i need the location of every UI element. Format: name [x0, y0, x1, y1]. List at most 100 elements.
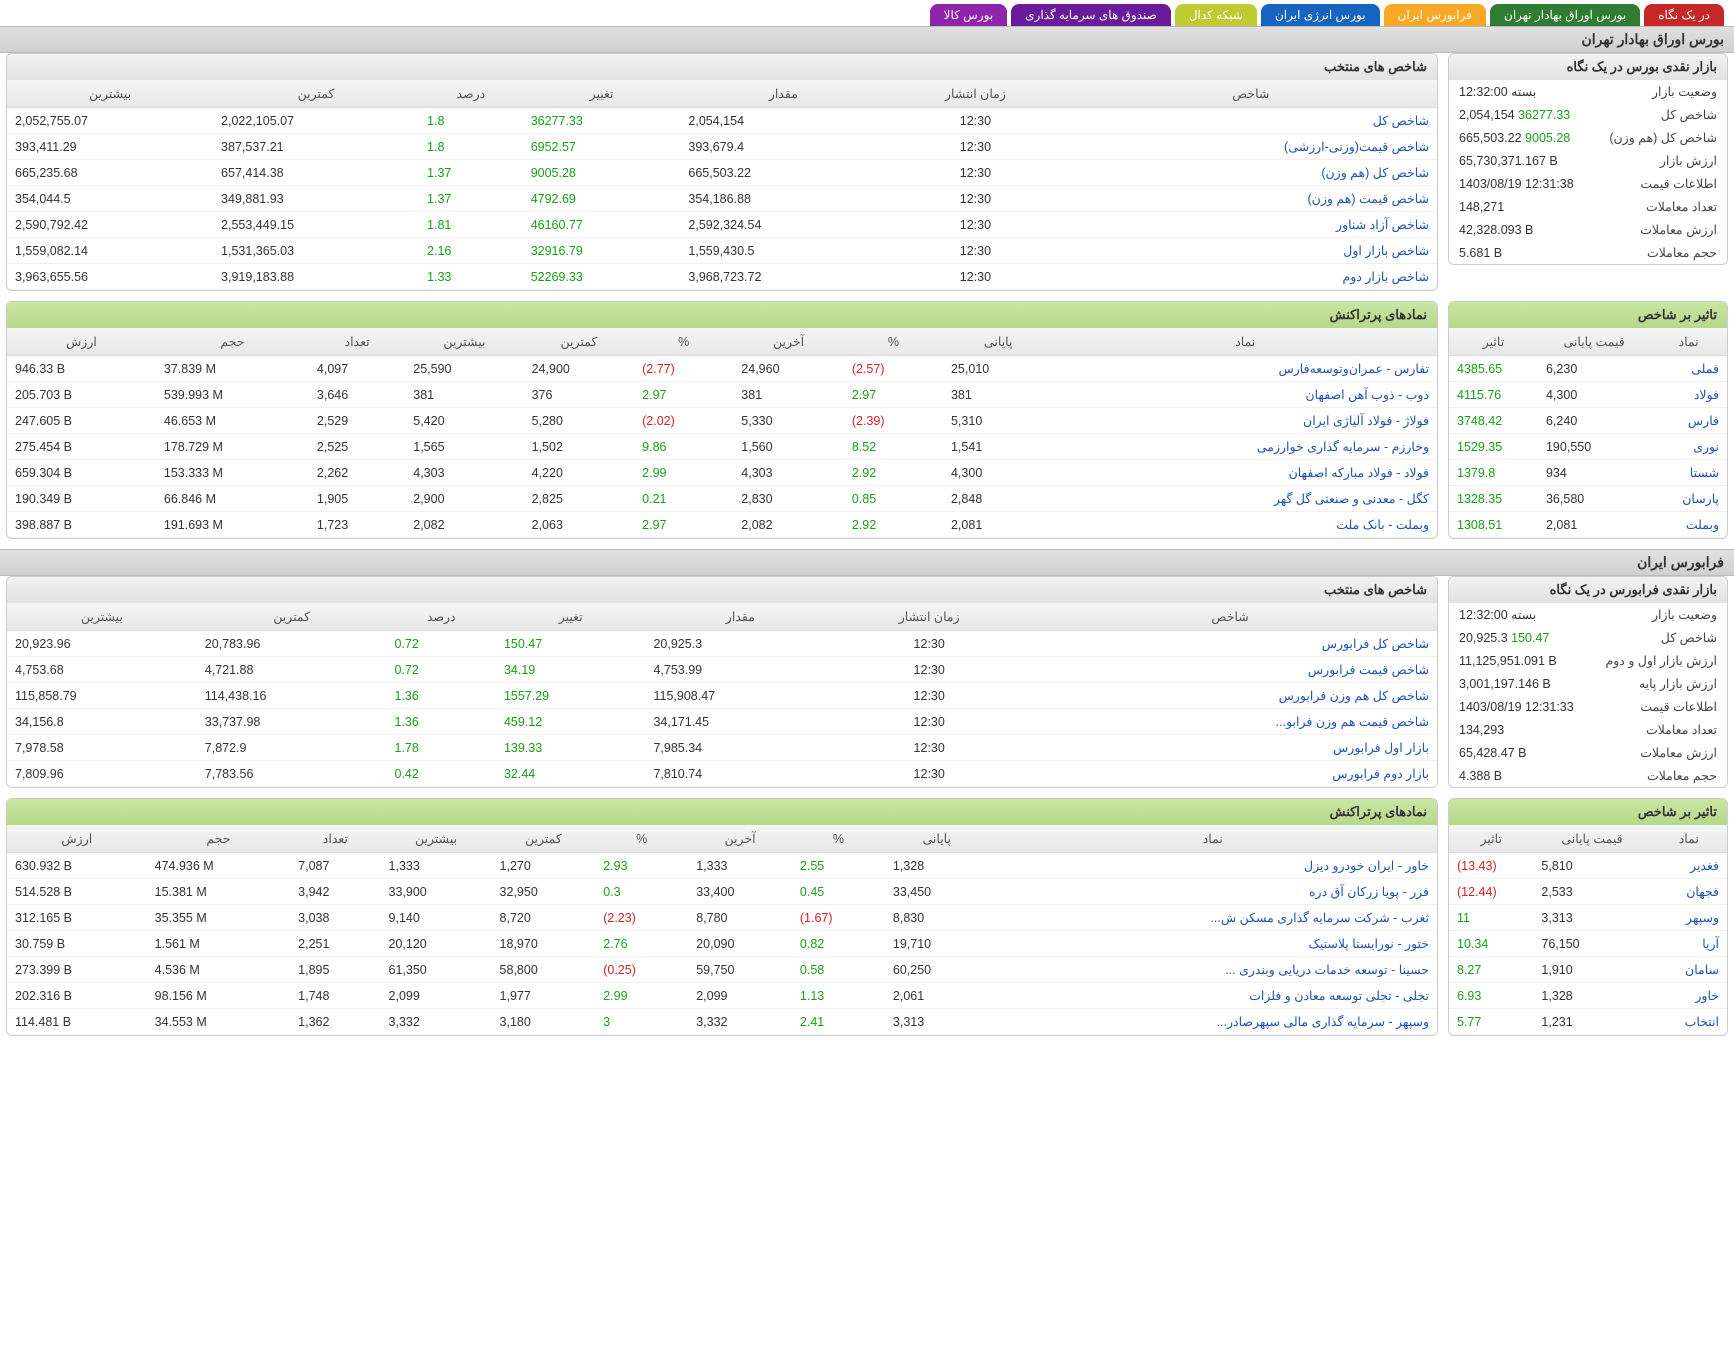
kv-val: 65,730,371.167 B	[1449, 149, 1592, 172]
col-hdr[interactable]: بیشترین	[381, 825, 492, 853]
table-row[interactable]: شستا9341379.8	[1449, 460, 1727, 486]
table-row[interactable]: تجلی - تجلی توسعه معادن و فلزات2,0611.13…	[7, 983, 1437, 1009]
table-row[interactable]: شاخص قیمت(وزنی-ارزشی)12:30393,679.46952.…	[7, 134, 1437, 160]
col-hdr[interactable]: %	[634, 328, 733, 356]
table-row[interactable]: وسپهر - سرمایه گذاری مالی سپهرصادر...3,3…	[7, 1009, 1437, 1035]
col-hdr[interactable]: کمترین	[492, 825, 596, 853]
tab-شبکه کدال[interactable]: شبکه کدال	[1175, 4, 1257, 26]
col-hdr[interactable]: %	[844, 328, 943, 356]
kv-key: ارزش معاملات	[1592, 218, 1727, 241]
col-hdr[interactable]: آخرین	[733, 328, 844, 356]
table-row[interactable]: فجهان2,533(12.44)	[1449, 879, 1727, 905]
table-row[interactable]: شاخص قیمت (هم وزن)12:30354,186.884792.69…	[7, 186, 1437, 212]
table-row[interactable]: وبملت - بانک ملت2,0812.922,0822.972,0632…	[7, 512, 1437, 538]
ifb-header: فرابورس ایران	[0, 549, 1734, 576]
col-hdr[interactable]: کمترین	[197, 603, 387, 631]
table-row[interactable]: نوری190,5501529.35	[1449, 434, 1727, 460]
table-row[interactable]: شاخص کل فرابورس12:3020,925.3150.470.7220…	[7, 631, 1437, 657]
table-row[interactable]: انتخاب1,2315.77	[1449, 1009, 1727, 1035]
col-hdr[interactable]: ارزش	[7, 328, 156, 356]
col-hdr[interactable]: تغییر	[496, 603, 646, 631]
table-row[interactable]: ختور - نورایستا پلاستیک19,7100.8220,0902…	[7, 931, 1437, 957]
kv-val: 148,271	[1449, 195, 1592, 218]
col-hdr[interactable]: حجم	[147, 825, 291, 853]
tse-impact-title: تاثیر بر شاخص	[1449, 302, 1727, 328]
col-hdr[interactable]: شاخص	[1023, 603, 1437, 631]
table-row[interactable]: شاخص کل (هم وزن)12:30665,503.229005.281.…	[7, 160, 1437, 186]
table-row[interactable]: بازار دوم فرابورس12:307,810.7432.440.427…	[7, 761, 1437, 787]
col-hdr[interactable]: %	[595, 825, 688, 853]
tab-بورس کالا[interactable]: بورس کالا	[930, 4, 1008, 26]
col-hdr[interactable]: بیشترین	[405, 328, 523, 356]
table-row[interactable]: شاخص کل هم وزن فرابورس12:30115,908.47155…	[7, 683, 1437, 709]
col-hdr[interactable]: بیشترین	[7, 603, 197, 631]
col-hdr[interactable]: نماد	[1650, 328, 1727, 356]
tab-در یک نگاه[interactable]: در یک نگاه	[1644, 4, 1724, 26]
col-hdr[interactable]: تغییر	[523, 80, 681, 108]
tab-بورس اوراق بهادار تهران[interactable]: بورس اوراق بهادار تهران	[1490, 4, 1640, 26]
col-hdr[interactable]: تعداد	[290, 825, 380, 853]
col-hdr[interactable]: تعداد	[309, 328, 405, 356]
table-row[interactable]: آریا76,15010.34	[1449, 931, 1727, 957]
table-row[interactable]: فولاد4,3004115.76	[1449, 382, 1727, 408]
table-row[interactable]: وخارزم - سرمایه گذاری خوارزمی1,5418.521,…	[7, 434, 1437, 460]
table-row[interactable]: شاخص بازار اول12:301,559,430.532916.792.…	[7, 238, 1437, 264]
col-hdr[interactable]: مقدار	[680, 80, 886, 108]
col-hdr[interactable]: زمان انتشار	[886, 80, 1064, 108]
col-hdr[interactable]: %	[792, 825, 885, 853]
tab-بورس انرژی ایران[interactable]: بورس انرژی ایران	[1261, 4, 1380, 26]
col-hdr[interactable]: کمترین	[213, 80, 419, 108]
table-row[interactable]: پارسان36,5801328.35	[1449, 486, 1727, 512]
table-row[interactable]: بازار اول فرابورس12:307,985.34139.331.78…	[7, 735, 1437, 761]
col-hdr[interactable]: تاثیر	[1449, 825, 1533, 853]
table-row[interactable]: فزر - پویا زرکان آق دره33,4500.4533,4000…	[7, 879, 1437, 905]
col-hdr[interactable]: قیمت پایانی	[1538, 328, 1650, 356]
kv-key: حجم معاملات	[1590, 764, 1727, 787]
col-hdr[interactable]: پایانی	[943, 328, 1054, 356]
kv-val: 665,503.22 9005.28	[1449, 126, 1592, 149]
col-hdr[interactable]: زمان انتشار	[835, 603, 1023, 631]
table-row[interactable]: وسپهر3,31311	[1449, 905, 1727, 931]
tab-صندوق های سرمایه گذاری[interactable]: صندوق های سرمایه گذاری	[1011, 4, 1171, 26]
table-row[interactable]: سامان1,9108.27	[1449, 957, 1727, 983]
table-row[interactable]: شاخص قیمت هم وزن فرابو...12:3034,171.454…	[7, 709, 1437, 735]
col-hdr[interactable]: کمترین	[524, 328, 635, 356]
col-hdr[interactable]: قیمت پایانی	[1533, 825, 1650, 853]
table-row[interactable]: کگل - معدنی و صنعتی گل گهر2,8480.852,830…	[7, 486, 1437, 512]
table-row[interactable]: فملی6,2304385.65	[1449, 356, 1727, 382]
kv-key: تعداد معاملات	[1592, 195, 1727, 218]
table-row[interactable]: ثغرب - شرکت سرمایه گذاری مسکن ش...8,830(…	[7, 905, 1437, 931]
table-row[interactable]: ذوب - ذوب آهن اصفهان3812.973812.97376381…	[7, 382, 1437, 408]
kv-val: 2,054,154 36277.33	[1449, 103, 1592, 126]
table-row[interactable]: وبملت2,0811308.51	[1449, 512, 1727, 538]
table-row[interactable]: شاخص کل12:302,054,15436277.331.82,022,10…	[7, 108, 1437, 134]
col-hdr[interactable]: درصد	[419, 80, 523, 108]
table-row[interactable]: فولاژ - فولاد آلیاژی ایران5,310(2.39)5,3…	[7, 408, 1437, 434]
col-hdr[interactable]: آخرین	[688, 825, 792, 853]
col-hdr[interactable]: نماد	[1651, 825, 1727, 853]
kv-key: شاخص کل	[1590, 626, 1727, 649]
col-hdr[interactable]: درصد	[387, 603, 496, 631]
table-row[interactable]: فغدیر5,810(13.43)	[1449, 853, 1727, 879]
col-hdr[interactable]: نماد	[1054, 328, 1437, 356]
table-row[interactable]: تفارس - عمران‌وتوسعه‌فارس25,010(2.57)24,…	[7, 356, 1437, 382]
kv-val: 11,125,951.091 B	[1449, 649, 1590, 672]
col-hdr[interactable]: ارزش	[7, 825, 147, 853]
kv-val: 134,293	[1449, 718, 1590, 741]
col-hdr[interactable]: نماد	[989, 825, 1437, 853]
col-hdr[interactable]: شاخص	[1064, 80, 1437, 108]
table-row[interactable]: فولاد - فولاد مبارکه اصفهان4,3002.924,30…	[7, 460, 1437, 486]
table-row[interactable]: شاخص آزاد شناور12:302,592,324.5446160.77…	[7, 212, 1437, 238]
table-row[interactable]: حسینا - توسعه خدمات دریایی وبندری ...60,…	[7, 957, 1437, 983]
col-hdr[interactable]: مقدار	[645, 603, 835, 631]
col-hdr[interactable]: پایانی	[885, 825, 989, 853]
table-row[interactable]: خاور1,3286.93	[1449, 983, 1727, 1009]
table-row[interactable]: شاخص بازار دوم12:303,968,723.7252269.331…	[7, 264, 1437, 290]
tab-فرابورس ایران[interactable]: فرابورس ایران	[1384, 4, 1486, 26]
col-hdr[interactable]: تاثیر	[1449, 328, 1538, 356]
col-hdr[interactable]: بیشترین	[7, 80, 213, 108]
table-row[interactable]: فارس6,2403748.42	[1449, 408, 1727, 434]
table-row[interactable]: خاور - ایران خودرو دیزل1,3282.551,3332.9…	[7, 853, 1437, 879]
table-row[interactable]: شاخص قیمت فرابورس12:304,753.9934.190.724…	[7, 657, 1437, 683]
col-hdr[interactable]: حجم	[156, 328, 309, 356]
